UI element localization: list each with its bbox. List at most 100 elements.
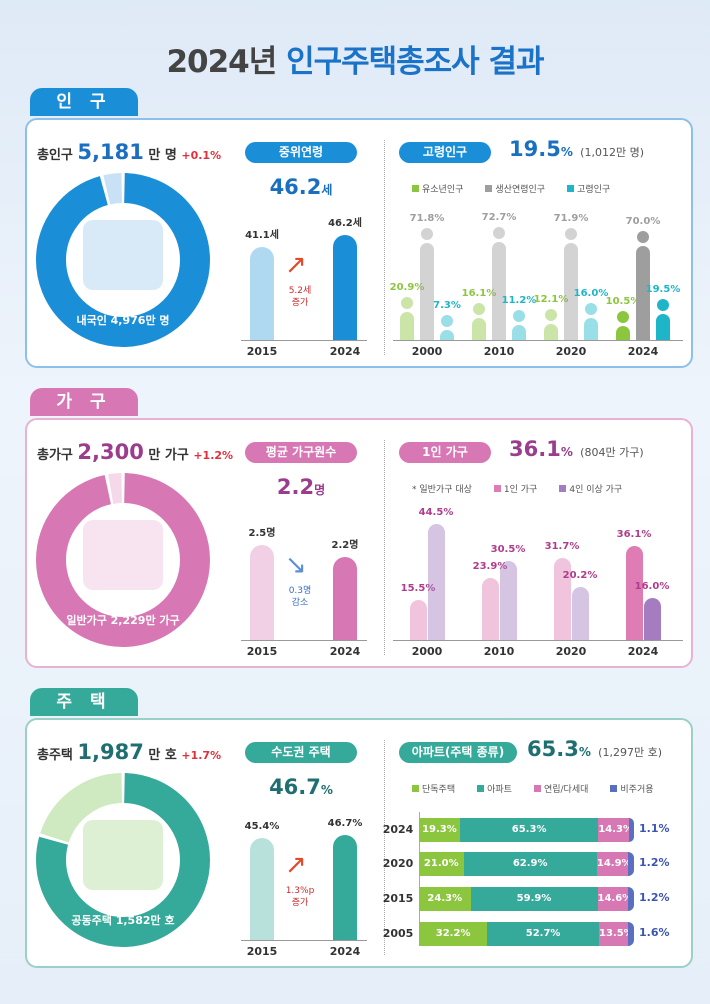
data-label: 32.2% xyxy=(435,928,471,939)
legend: 유소년인구 생산연령인구 고령인구 xyxy=(412,182,610,195)
legend-swatch xyxy=(533,785,541,792)
legend-item: 아파트 xyxy=(477,782,512,795)
donut-main-slice xyxy=(36,473,210,647)
donut-label: 내국인 4,976만 명 xyxy=(76,314,170,327)
trend-arrow-icon: ↘ xyxy=(285,550,307,580)
section-panel-housing: 총주택 1,987 만 호 +1.7% 공동주택 1,582만 호 수도권 주택 46… xyxy=(25,718,693,968)
year-label: 2020 xyxy=(555,645,587,658)
annotation-line: 0.3명 xyxy=(288,586,312,596)
summary-housing: 총주택 1,987 만 호 +1.7% xyxy=(37,740,221,764)
summary-unit: 만 명 xyxy=(148,148,177,163)
person-head-icon xyxy=(401,296,413,309)
annotation-line: 1.3%p xyxy=(285,886,315,896)
data-label: 1.2% xyxy=(639,891,670,904)
legend-swatch xyxy=(412,185,419,192)
year-label: 2024 xyxy=(627,345,659,358)
segment-연립/다세대-2015 xyxy=(597,887,629,911)
axis-line xyxy=(419,812,420,944)
unit: % xyxy=(560,445,573,459)
segment-연립/다세대-2024 xyxy=(598,818,629,842)
data-label: 23.9% xyxy=(472,560,508,572)
data-label: 71.9% xyxy=(553,212,589,224)
unit: % xyxy=(560,145,573,159)
person-head-icon xyxy=(473,303,485,316)
legend-label: 아파트 xyxy=(487,785,512,795)
bar-유소년인구-2010 xyxy=(472,318,486,340)
segment-단독주택-2015 xyxy=(419,887,471,911)
data-label: 30.5% xyxy=(490,543,526,555)
legend-item: 단독주택 xyxy=(412,782,455,795)
data-label: 20.9% xyxy=(389,281,425,293)
section-panel-household: 총가구 2,300 만 가구 +1.2% 일반가구 2,229만 가구 평균 가구원… xyxy=(25,418,693,668)
annotation-line: 감소 xyxy=(291,598,309,608)
capital-value: 46.7% xyxy=(245,775,357,799)
person-head-icon xyxy=(585,303,597,316)
donut-label: 일반가구 2,229만 가구 xyxy=(66,614,180,627)
donut-main-slice xyxy=(36,173,210,347)
legend-item: 고령인구 xyxy=(567,182,610,195)
bar-1인 가구-2020 xyxy=(553,557,571,640)
value: 2.2 xyxy=(276,475,315,499)
bar-label: 46.7% xyxy=(327,818,363,829)
data-label: 1.1% xyxy=(639,822,670,835)
bar-4인 이상 가구-2000 xyxy=(427,524,445,640)
bar-고령인구-2000 xyxy=(440,330,454,340)
legend-item: 4인 이상 가구 xyxy=(559,482,622,495)
column-divider xyxy=(384,440,385,655)
data-label: 70.0% xyxy=(625,215,661,227)
single-pill: 1인 가구 xyxy=(399,442,491,463)
legend-item: 1인 가구 xyxy=(493,482,537,495)
summary-label: 총주택 xyxy=(37,748,73,763)
data-label: 21.0% xyxy=(423,858,459,869)
baseline xyxy=(393,340,683,341)
year-label: 2020 xyxy=(555,345,587,358)
summary-value: 1,987 xyxy=(77,740,144,764)
bar-고령인구-2020 xyxy=(584,318,598,340)
year-label: 2024 xyxy=(627,645,659,658)
section-tab-population: 인 구 xyxy=(30,88,138,116)
data-label: 16.0% xyxy=(634,581,670,593)
data-label: 15.5% xyxy=(400,582,436,594)
segment-연립/다세대-2020 xyxy=(596,852,629,876)
apt-value: 65.3% (1,297만 호) xyxy=(527,737,662,761)
unit: % xyxy=(320,783,333,797)
data-label: 24.3% xyxy=(427,893,463,904)
median-value: 46.2세 xyxy=(245,175,357,199)
person-head-icon xyxy=(441,315,453,328)
year-label: 2015 xyxy=(246,645,278,658)
data-label: 16.1% xyxy=(461,288,497,300)
data-label: 52.7% xyxy=(525,928,561,939)
value: 65.3 xyxy=(527,737,579,761)
bar-생산연령인구-2020 xyxy=(564,242,578,340)
annotation-line: 5.2세 xyxy=(288,286,312,296)
title-year: 2024년 xyxy=(166,44,277,80)
data-label: 14.3% xyxy=(598,824,634,835)
value: 46.2 xyxy=(269,175,322,199)
section-tab-household: 가 구 xyxy=(30,388,138,416)
data-label: 12.1% xyxy=(533,293,569,305)
bar-label: 45.4% xyxy=(244,821,280,832)
year-label: 2010 xyxy=(483,345,515,358)
section-panel-population: 총인구 5,181 만 명 +0.1% 내국인 4,976만 명 중위연령 46.2세… xyxy=(25,118,693,368)
legend-swatch xyxy=(559,485,567,492)
bar-2024 xyxy=(333,235,357,340)
bar-생산연령인구-2024 xyxy=(636,245,650,340)
value: 19.5 xyxy=(509,137,561,161)
bar-고령인구-2010 xyxy=(512,324,526,340)
bar-4인 이상 가구-2024 xyxy=(643,598,661,640)
change-annotation: 1.3%p 증가 xyxy=(280,885,320,909)
year-label: 2005 xyxy=(382,927,414,940)
year-label: 2015 xyxy=(382,892,414,905)
data-label: 7.3% xyxy=(433,300,461,312)
housing-illustration-icon xyxy=(83,820,163,890)
avg-value: 2.2명 xyxy=(245,475,357,499)
year-label: 2015 xyxy=(246,345,278,358)
year-label: 2024 xyxy=(329,345,361,358)
value: 36.1 xyxy=(509,437,561,461)
data-label: 19.3% xyxy=(422,824,457,835)
person-head-icon xyxy=(657,298,669,311)
footnote: * 일반가구 대상 xyxy=(412,485,472,495)
bar-1인 가구-2010 xyxy=(481,577,499,640)
change-annotation: 5.2세 증가 xyxy=(280,285,320,309)
data-label: 62.9% xyxy=(512,858,548,869)
